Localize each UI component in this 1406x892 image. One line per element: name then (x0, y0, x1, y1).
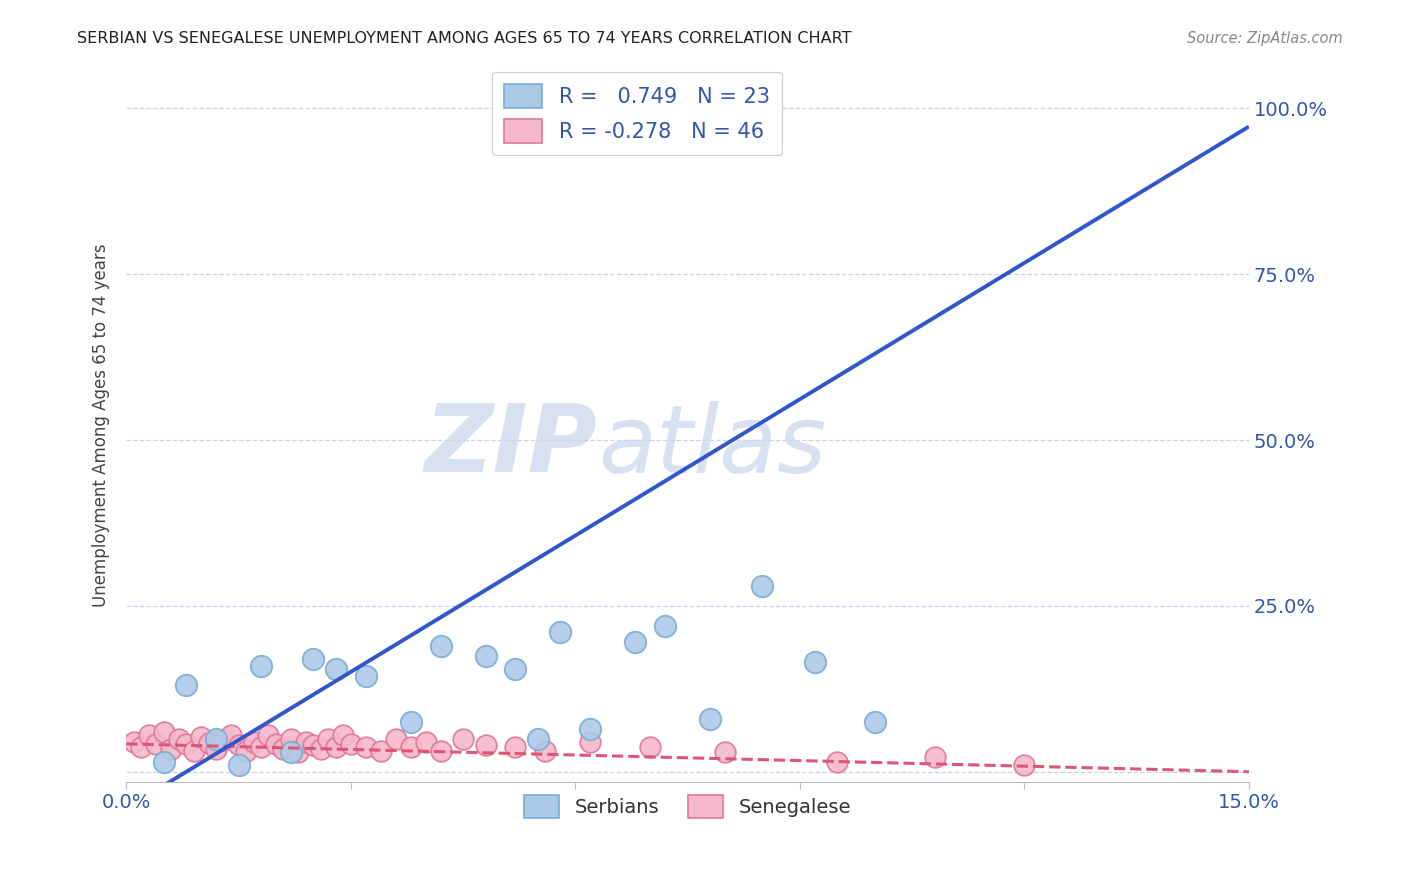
Point (429, 743, 451, 757)
Point (228, 738, 250, 752)
Point (505, 662, 527, 676)
Point (318, 731, 340, 746)
Point (505, 739, 527, 754)
Point (354, 739, 377, 754)
Text: ZIP: ZIP (425, 401, 598, 492)
Point (174, 737, 197, 751)
Point (384, 731, 406, 746)
Point (332, 728, 354, 742)
Point (1014, 758, 1036, 772)
Point (190, 731, 212, 745)
Point (138, 728, 160, 742)
Point (804, 655, 827, 669)
Point (250, 658, 273, 673)
Point (474, 738, 496, 752)
Point (228, 758, 250, 772)
Point (205, 731, 228, 746)
Point (534, 743, 557, 757)
Y-axis label: Unemployment Among Ages 65 to 74 years: Unemployment Among Ages 65 to 74 years (93, 244, 110, 607)
Point (302, 652, 325, 666)
Point (415, 735, 437, 749)
Point (451, 731, 474, 746)
Legend: Serbians, Senegalese: Serbians, Senegalese (516, 788, 859, 825)
Point (429, 639, 451, 653)
Point (550, 625, 572, 640)
Point (579, 735, 602, 749)
Point (751, 579, 773, 593)
Text: atlas: atlas (598, 401, 827, 492)
Point (235, 743, 257, 757)
Point (325, 739, 347, 754)
Point (295, 735, 318, 749)
Point (638, 739, 661, 754)
Point (212, 732, 235, 747)
Point (174, 678, 197, 692)
Point (242, 735, 264, 749)
Point (399, 714, 422, 729)
Point (624, 635, 647, 649)
Point (152, 755, 174, 769)
Point (825, 755, 848, 769)
Point (145, 737, 167, 751)
Point (340, 737, 363, 751)
Point (205, 741, 228, 756)
Point (714, 745, 737, 759)
Point (122, 735, 145, 749)
Text: SERBIAN VS SENEGALESE UNEMPLOYMENT AMONG AGES 65 TO 74 YEARS CORRELATION CHART: SERBIAN VS SENEGALESE UNEMPLOYMENT AMONG… (77, 31, 852, 46)
Point (257, 728, 280, 742)
Point (219, 728, 242, 742)
Point (250, 739, 273, 754)
Point (354, 668, 377, 682)
Point (579, 722, 602, 736)
Point (280, 731, 302, 746)
Point (197, 735, 219, 749)
Point (654, 619, 676, 633)
Point (129, 739, 152, 754)
Point (399, 739, 422, 754)
Point (183, 743, 205, 757)
Point (273, 741, 295, 756)
Point (370, 743, 392, 757)
Point (474, 648, 496, 663)
Point (863, 714, 886, 729)
Point (287, 745, 309, 759)
Point (302, 738, 325, 752)
Point (152, 725, 174, 739)
Point (325, 662, 347, 676)
Point (167, 731, 190, 746)
Point (527, 731, 550, 746)
Point (924, 750, 946, 764)
Point (264, 737, 287, 751)
Point (280, 745, 302, 759)
Point (160, 741, 183, 756)
Text: Source: ZipAtlas.com: Source: ZipAtlas.com (1187, 31, 1343, 46)
Point (309, 741, 332, 756)
Point (699, 712, 721, 726)
